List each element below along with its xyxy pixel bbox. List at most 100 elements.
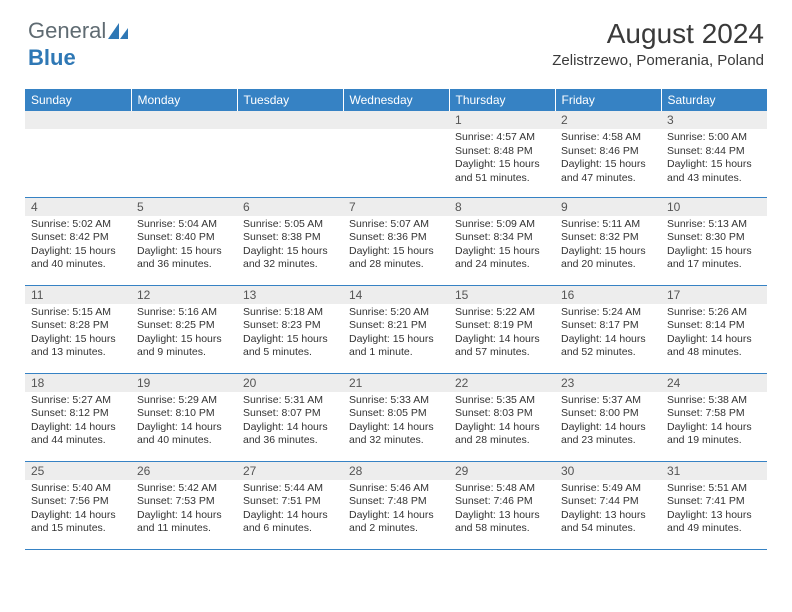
calendar-cell: 30Sunrise: 5:49 AMSunset: 7:44 PMDayligh… [555, 461, 661, 549]
day-number: 25 [25, 462, 131, 480]
day-details: Sunrise: 5:09 AMSunset: 8:34 PMDaylight:… [449, 216, 555, 277]
title-block: August 2024 Zelistrzewo, Pomerania, Pola… [552, 18, 764, 69]
day-details: Sunrise: 5:40 AMSunset: 7:56 PMDaylight:… [25, 480, 131, 541]
calendar-cell: 2Sunrise: 4:58 AMSunset: 8:46 PMDaylight… [555, 111, 661, 197]
calendar-week-row: 18Sunrise: 5:27 AMSunset: 8:12 PMDayligh… [25, 373, 767, 461]
day-number: 29 [449, 462, 555, 480]
day-number: 10 [661, 198, 767, 216]
day-header: Thursday [449, 89, 555, 111]
calendar-cell: 13Sunrise: 5:18 AMSunset: 8:23 PMDayligh… [237, 285, 343, 373]
calendar-cell: 31Sunrise: 5:51 AMSunset: 7:41 PMDayligh… [661, 461, 767, 549]
day-header: Friday [555, 89, 661, 111]
day-details: Sunrise: 5:05 AMSunset: 8:38 PMDaylight:… [237, 216, 343, 277]
calendar-cell: 3Sunrise: 5:00 AMSunset: 8:44 PMDaylight… [661, 111, 767, 197]
logo-word-general: General [28, 18, 106, 43]
day-details: Sunrise: 5:31 AMSunset: 8:07 PMDaylight:… [237, 392, 343, 453]
calendar-week-row: 11Sunrise: 5:15 AMSunset: 8:28 PMDayligh… [25, 285, 767, 373]
day-details: Sunrise: 5:27 AMSunset: 8:12 PMDaylight:… [25, 392, 131, 453]
day-number-empty [237, 111, 343, 129]
day-number: 19 [131, 374, 237, 392]
day-number: 4 [25, 198, 131, 216]
calendar-week-row: 4Sunrise: 5:02 AMSunset: 8:42 PMDaylight… [25, 197, 767, 285]
day-header: Tuesday [237, 89, 343, 111]
day-number: 15 [449, 286, 555, 304]
day-number: 26 [131, 462, 237, 480]
calendar-cell: 7Sunrise: 5:07 AMSunset: 8:36 PMDaylight… [343, 197, 449, 285]
day-number: 9 [555, 198, 661, 216]
day-number: 12 [131, 286, 237, 304]
logo-text: GeneralBlue [28, 18, 128, 71]
day-number-empty [131, 111, 237, 129]
calendar-table: SundayMondayTuesdayWednesdayThursdayFrid… [25, 89, 767, 550]
calendar-cell [131, 111, 237, 197]
calendar-week-row: 25Sunrise: 5:40 AMSunset: 7:56 PMDayligh… [25, 461, 767, 549]
day-number: 17 [661, 286, 767, 304]
calendar-week-row: 1Sunrise: 4:57 AMSunset: 8:48 PMDaylight… [25, 111, 767, 197]
logo: GeneralBlue [28, 18, 128, 71]
location-text: Zelistrzewo, Pomerania, Poland [552, 52, 764, 69]
day-details: Sunrise: 4:57 AMSunset: 8:48 PMDaylight:… [449, 129, 555, 190]
day-details: Sunrise: 5:38 AMSunset: 7:58 PMDaylight:… [661, 392, 767, 453]
day-details: Sunrise: 5:35 AMSunset: 8:03 PMDaylight:… [449, 392, 555, 453]
day-number: 28 [343, 462, 449, 480]
day-details: Sunrise: 5:16 AMSunset: 8:25 PMDaylight:… [131, 304, 237, 365]
day-number: 27 [237, 462, 343, 480]
day-details: Sunrise: 5:04 AMSunset: 8:40 PMDaylight:… [131, 216, 237, 277]
calendar-cell: 23Sunrise: 5:37 AMSunset: 8:00 PMDayligh… [555, 373, 661, 461]
day-details: Sunrise: 5:02 AMSunset: 8:42 PMDaylight:… [25, 216, 131, 277]
day-details: Sunrise: 5:37 AMSunset: 8:00 PMDaylight:… [555, 392, 661, 453]
calendar-cell: 16Sunrise: 5:24 AMSunset: 8:17 PMDayligh… [555, 285, 661, 373]
calendar-cell: 11Sunrise: 5:15 AMSunset: 8:28 PMDayligh… [25, 285, 131, 373]
day-details: Sunrise: 5:22 AMSunset: 8:19 PMDaylight:… [449, 304, 555, 365]
day-number: 13 [237, 286, 343, 304]
calendar-cell: 28Sunrise: 5:46 AMSunset: 7:48 PMDayligh… [343, 461, 449, 549]
calendar-cell: 22Sunrise: 5:35 AMSunset: 8:03 PMDayligh… [449, 373, 555, 461]
day-number: 20 [237, 374, 343, 392]
calendar-cell: 27Sunrise: 5:44 AMSunset: 7:51 PMDayligh… [237, 461, 343, 549]
calendar-cell: 10Sunrise: 5:13 AMSunset: 8:30 PMDayligh… [661, 197, 767, 285]
day-details: Sunrise: 5:13 AMSunset: 8:30 PMDaylight:… [661, 216, 767, 277]
calendar-cell: 21Sunrise: 5:33 AMSunset: 8:05 PMDayligh… [343, 373, 449, 461]
day-details: Sunrise: 5:33 AMSunset: 8:05 PMDaylight:… [343, 392, 449, 453]
day-number: 16 [555, 286, 661, 304]
calendar-cell: 9Sunrise: 5:11 AMSunset: 8:32 PMDaylight… [555, 197, 661, 285]
day-details: Sunrise: 5:29 AMSunset: 8:10 PMDaylight:… [131, 392, 237, 453]
day-details: Sunrise: 5:42 AMSunset: 7:53 PMDaylight:… [131, 480, 237, 541]
day-header: Saturday [661, 89, 767, 111]
day-details: Sunrise: 5:24 AMSunset: 8:17 PMDaylight:… [555, 304, 661, 365]
calendar-cell: 14Sunrise: 5:20 AMSunset: 8:21 PMDayligh… [343, 285, 449, 373]
day-number: 8 [449, 198, 555, 216]
day-details: Sunrise: 5:26 AMSunset: 8:14 PMDaylight:… [661, 304, 767, 365]
day-details: Sunrise: 5:11 AMSunset: 8:32 PMDaylight:… [555, 216, 661, 277]
calendar-cell: 5Sunrise: 5:04 AMSunset: 8:40 PMDaylight… [131, 197, 237, 285]
day-details: Sunrise: 5:49 AMSunset: 7:44 PMDaylight:… [555, 480, 661, 541]
day-number-empty [343, 111, 449, 129]
day-number: 31 [661, 462, 767, 480]
calendar-cell: 25Sunrise: 5:40 AMSunset: 7:56 PMDayligh… [25, 461, 131, 549]
day-details: Sunrise: 5:46 AMSunset: 7:48 PMDaylight:… [343, 480, 449, 541]
page-title: August 2024 [552, 18, 764, 50]
calendar-cell: 17Sunrise: 5:26 AMSunset: 8:14 PMDayligh… [661, 285, 767, 373]
day-number: 6 [237, 198, 343, 216]
calendar-cell: 15Sunrise: 5:22 AMSunset: 8:19 PMDayligh… [449, 285, 555, 373]
day-details: Sunrise: 5:18 AMSunset: 8:23 PMDaylight:… [237, 304, 343, 365]
day-number: 2 [555, 111, 661, 129]
day-details: Sunrise: 5:15 AMSunset: 8:28 PMDaylight:… [25, 304, 131, 365]
day-header: Wednesday [343, 89, 449, 111]
day-number: 1 [449, 111, 555, 129]
logo-word-blue: Blue [28, 45, 76, 70]
calendar-cell: 29Sunrise: 5:48 AMSunset: 7:46 PMDayligh… [449, 461, 555, 549]
day-number: 21 [343, 374, 449, 392]
header: GeneralBlue August 2024 Zelistrzewo, Pom… [0, 0, 792, 81]
calendar-cell: 4Sunrise: 5:02 AMSunset: 8:42 PMDaylight… [25, 197, 131, 285]
calendar-cell: 1Sunrise: 4:57 AMSunset: 8:48 PMDaylight… [449, 111, 555, 197]
day-details: Sunrise: 4:58 AMSunset: 8:46 PMDaylight:… [555, 129, 661, 190]
day-number: 18 [25, 374, 131, 392]
calendar-cell: 24Sunrise: 5:38 AMSunset: 7:58 PMDayligh… [661, 373, 767, 461]
day-number: 3 [661, 111, 767, 129]
calendar-cell [25, 111, 131, 197]
day-number: 14 [343, 286, 449, 304]
calendar-cell: 18Sunrise: 5:27 AMSunset: 8:12 PMDayligh… [25, 373, 131, 461]
day-number: 23 [555, 374, 661, 392]
calendar-cell: 26Sunrise: 5:42 AMSunset: 7:53 PMDayligh… [131, 461, 237, 549]
